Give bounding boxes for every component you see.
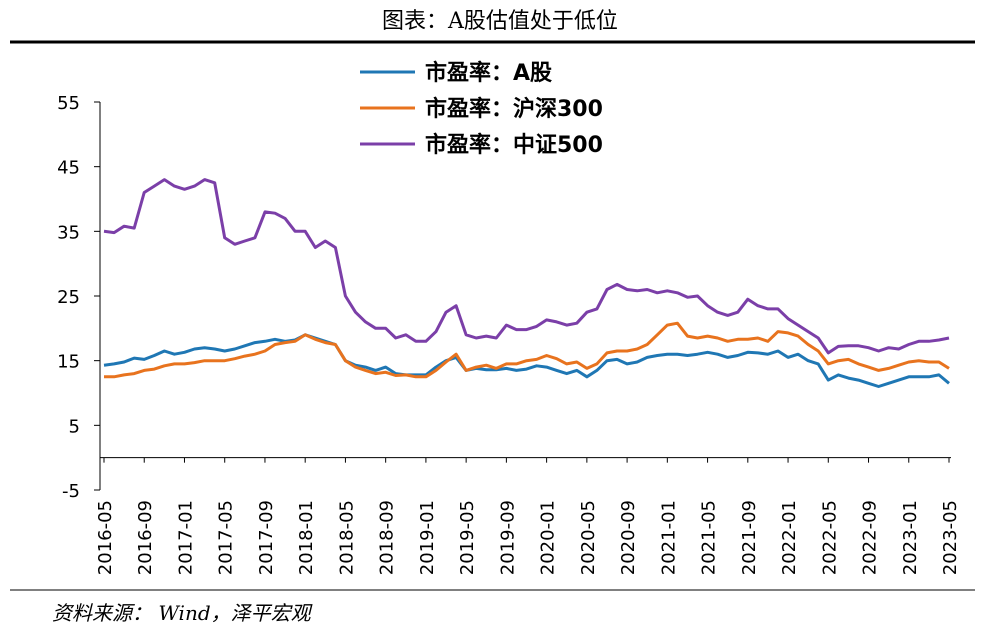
chart-title: 图表：A股估值处于低位 — [382, 9, 618, 34]
x-tick-label: 2018-01 — [296, 500, 317, 575]
y-tick-label: 5 — [69, 416, 80, 437]
x-tick-label: 2018-05 — [336, 500, 357, 575]
source-note: 资料来源： Wind，泽平宏观 — [52, 601, 313, 625]
x-tick-label: 2021-01 — [658, 500, 679, 575]
legend-label: 市盈率：中证500 — [425, 132, 603, 158]
y-tick-label: 55 — [57, 93, 80, 114]
series-line — [104, 321, 950, 379]
y-tick-label: 35 — [57, 222, 80, 243]
legend-label: 市盈率：A股 — [425, 60, 552, 86]
x-tick-label: 2018-09 — [377, 500, 398, 575]
series-line — [103, 333, 950, 388]
x-tick-label: 2022-01 — [779, 500, 800, 575]
x-tick-label: 2017-09 — [256, 500, 277, 575]
x-tick-label: 2021-09 — [739, 500, 760, 575]
x-tick-label: 2021-05 — [699, 500, 720, 575]
x-tick-label: 2016-09 — [135, 500, 156, 575]
y-tick-label: 15 — [57, 352, 80, 373]
legend-label: 市盈率：沪深300 — [425, 96, 603, 122]
series-line — [103, 178, 950, 355]
x-tick-label: 2022-05 — [819, 500, 840, 575]
x-tick-label: 2022-09 — [860, 500, 881, 575]
x-tick-label: 2019-09 — [497, 500, 518, 575]
x-tick-label: 2020-05 — [578, 500, 599, 575]
y-tick-label: 45 — [57, 158, 80, 179]
x-tick-label: 2019-05 — [457, 500, 478, 575]
y-tick-label: -5 — [62, 481, 80, 502]
x-tick-label: 2023-05 — [940, 500, 961, 575]
x-tick-label: 2017-05 — [216, 500, 237, 575]
x-tick-label: 2016-05 — [95, 500, 116, 575]
x-tick-label: 2020-09 — [618, 500, 639, 575]
x-tick-label: 2023-01 — [900, 500, 921, 575]
y-tick-label: 25 — [57, 287, 80, 308]
x-tick-label: 2017-01 — [175, 500, 196, 575]
x-tick-label: 2019-01 — [417, 500, 438, 575]
x-tick-label: 2020-01 — [538, 500, 559, 575]
